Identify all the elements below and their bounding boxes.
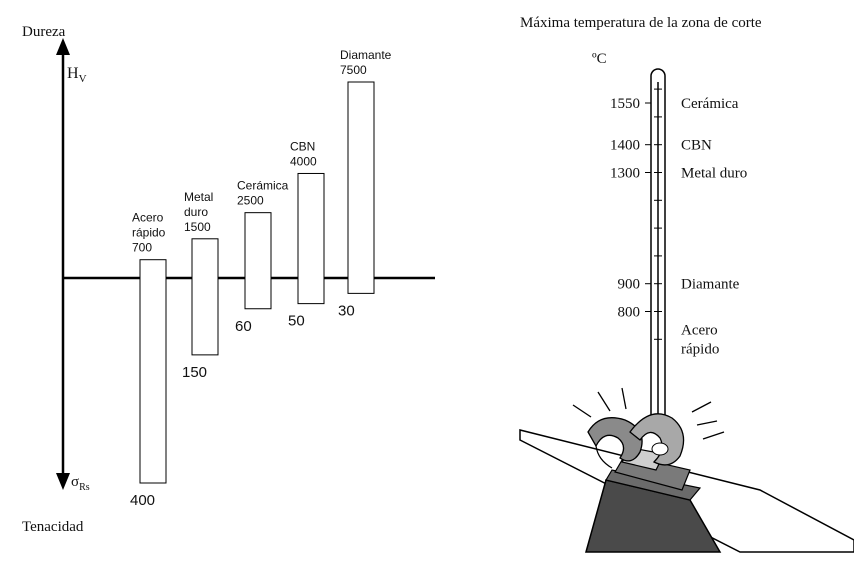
temp-label-3: 900 [618,277,641,293]
bar-label-0-1: rápido [132,226,166,240]
material-label-3-0: Diamante [681,277,740,293]
toughness-label-4: 30 [338,302,355,319]
material-label-2-0: Metal duro [681,166,747,182]
temp-label-1: 1400 [610,138,640,154]
bottom-axis-symbol: σRs [71,474,90,493]
chip-curl [587,417,643,462]
temp-label-4: 800 [618,305,641,321]
temp-label-0: 1550 [610,96,640,112]
toughness-label-3: 50 [288,313,305,330]
toughness-label-2: 60 [235,318,252,335]
bar-label-1-0: Metal [184,190,213,204]
bar-label-2-0: Cerámica [237,179,289,193]
bar-label-4-1: 7500 [340,63,367,77]
toughness-label-0: 400 [130,492,155,509]
bar-label-0-0: Acero [132,211,164,225]
cutting-tool-illustration [519,413,854,553]
down-arrow-icon [56,473,70,490]
chip-curl-2 [629,413,685,466]
bar-0 [139,259,167,484]
thermometer-markers: 1550 Cerámica 1400 CBN 1300 Metal duro 900 Diam… [610,96,747,358]
top-axis-symbol: HV [67,65,87,85]
temp-label-2: 1300 [610,166,640,182]
up-arrow-icon [56,38,70,55]
bar-label-4-0: Diamante [340,48,392,62]
thermometer-ticks [654,88,662,340]
bar-label-1-1: duro [184,205,208,219]
bar-label-1-2: 1500 [184,220,211,234]
thermo-title: Máxima temperatura de la zona de corte [520,15,762,31]
heat-lines-icon [572,387,725,440]
material-label-1-0: CBN [681,138,712,154]
chip-spot [651,442,669,456]
bar-label-3-1: 4000 [290,154,317,168]
material-label-0-0: Cerámica [681,96,739,112]
bar-3 [297,172,325,305]
chip-shadow [595,445,613,469]
bar-4 [347,81,375,294]
material-label-4-1: rápido [681,342,719,358]
toughness-label-1: 150 [182,364,207,381]
tool-shank-side [605,469,702,501]
thermo-unit: ºC [592,51,607,67]
bar-2 [244,212,272,310]
bottom-axis-label: Tenacidad [22,519,84,535]
bar-label-2-1: 2500 [237,194,264,208]
top-axis-label: Dureza [22,24,66,40]
bar-label-0-2: 700 [132,241,152,255]
material-label-4-0: Acero [681,323,718,339]
temperature-chart: Máxima temperatura de la zona de corte º… [519,15,854,553]
bar-1 [191,238,219,356]
bar-label-3-0: CBN [290,139,315,153]
